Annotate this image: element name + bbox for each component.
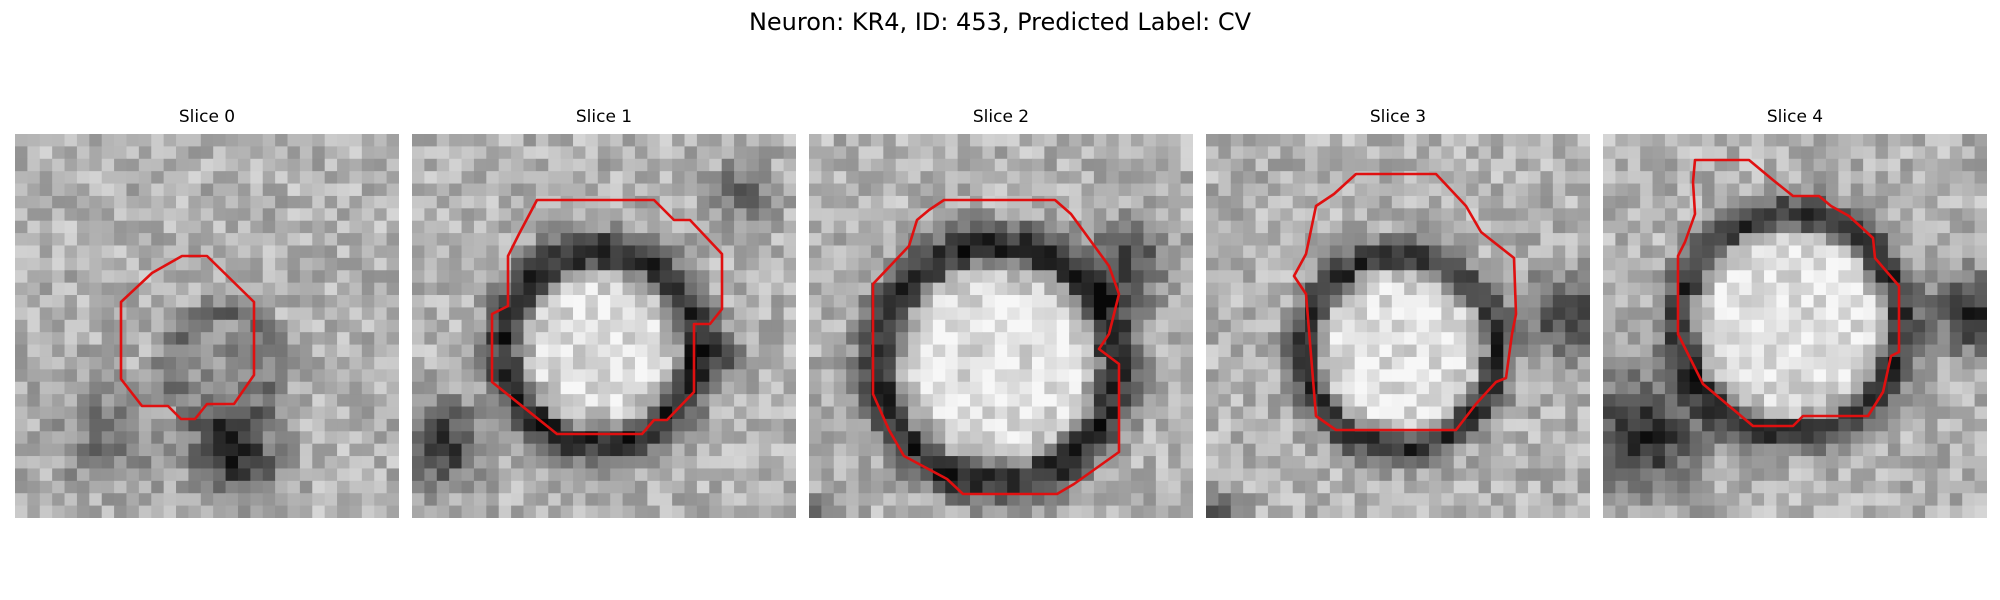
slice-title: Slice 3 <box>1369 107 1427 127</box>
pixel-grid <box>412 134 796 518</box>
slice-panel-1: Slice 1 <box>412 106 796 518</box>
slice-image <box>15 134 399 518</box>
slice-panel-3: Slice 3 <box>1206 106 1590 518</box>
slice-title: Slice 0 <box>178 107 236 127</box>
slice-image <box>412 134 796 518</box>
roi-outline <box>1292 172 1518 432</box>
figure-title: Neuron: KR4, ID: 453, Predicted Label: C… <box>748 8 1252 36</box>
pixel-grid <box>1206 134 1590 518</box>
roi-outline <box>871 198 1121 496</box>
pixel-grid <box>1603 134 1987 518</box>
slice-title: Slice 1 <box>575 107 633 127</box>
roi-outline <box>119 254 256 421</box>
slice-image <box>1206 134 1590 518</box>
pixel-grid <box>15 134 399 518</box>
pixel-grid <box>809 134 1193 518</box>
slice-title: Slice 2 <box>972 107 1030 127</box>
slice-panel-4: Slice 4 <box>1603 106 1987 518</box>
slice-panel-0: Slice 0 <box>15 106 399 518</box>
slice-image <box>809 134 1193 518</box>
slice-panel-2: Slice 2 <box>809 106 1193 518</box>
roi-outline <box>1676 158 1901 428</box>
slice-image <box>1603 134 1987 518</box>
roi-outline <box>490 198 724 436</box>
slice-title: Slice 4 <box>1766 107 1824 127</box>
